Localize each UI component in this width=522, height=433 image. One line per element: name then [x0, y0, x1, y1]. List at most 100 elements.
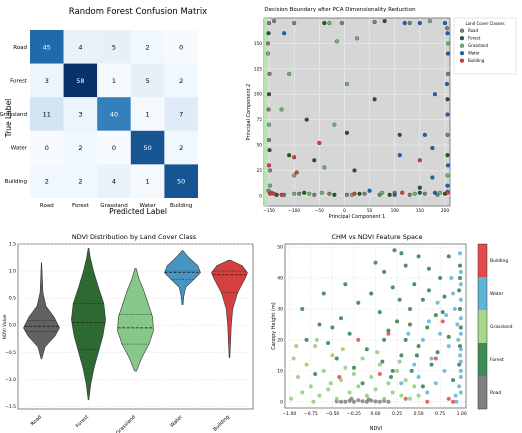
- chm-point-road: [349, 396, 354, 401]
- pca-point-road: [312, 192, 317, 197]
- chm-point-grassland: [377, 362, 382, 367]
- pca-point-water: [444, 82, 450, 87]
- pca-point-road: [266, 137, 272, 142]
- confusion-matrix-panel: Random Forest Confusion Matrix 45 4 5 2 03 58…: [0, 7, 207, 216]
- pca-point-forest: [382, 18, 387, 24]
- violin-y-tick-label: −0.5: [5, 350, 16, 356]
- chm-point-grassland: [334, 396, 339, 401]
- violin-body-forest: [71, 248, 106, 401]
- chm-point-forest: [321, 291, 326, 296]
- pca-point-road: [407, 192, 412, 197]
- cm-cell: [130, 97, 165, 131]
- chm-colorbar-frame: [477, 243, 488, 410]
- chm-point-forest: [426, 266, 431, 271]
- violin-y-tick-labels: −1.5 −1.0 −0.5 0.0 0.5 1.0 1.5: [5, 242, 16, 410]
- pca-point-grassland: [344, 82, 349, 87]
- pca-point-forest: [322, 21, 327, 26]
- chm-point-forest: [414, 353, 419, 358]
- pca-point-road: [267, 168, 273, 173]
- chm-point-water: [455, 322, 460, 327]
- chm-point-water: [412, 362, 417, 367]
- pca-legend-marker: [459, 43, 465, 48]
- pca-legend-box: [453, 17, 517, 75]
- chm-point-grassland: [328, 381, 333, 386]
- chm-point-building: [386, 331, 391, 336]
- chm-x-axis-label: NDVI: [370, 426, 382, 432]
- chm-point-water: [457, 251, 462, 256]
- violin-y-tick-label: 0.0: [9, 323, 16, 329]
- chm-point-forest: [412, 282, 417, 287]
- chm-point-forest: [382, 269, 387, 274]
- pca-point-forest: [344, 130, 349, 135]
- chm-point-forest: [407, 322, 412, 327]
- chm-point-water: [458, 375, 463, 380]
- pca-point-building: [266, 163, 272, 168]
- chm-point-grassland: [326, 387, 331, 392]
- chm-point-forest: [373, 260, 378, 265]
- cm-cell-value: 1: [146, 178, 150, 186]
- chm-point-forest: [442, 294, 447, 299]
- pca-legend-label: Building: [468, 58, 485, 63]
- pca-point-water: [445, 31, 450, 36]
- pca-legend-title: Land Cover Classes: [465, 21, 504, 26]
- pca-y-tick-label: 150: [254, 41, 262, 47]
- chm-point-building: [377, 371, 382, 376]
- chm-point-forest: [317, 322, 322, 327]
- chm-point-forest: [339, 316, 344, 321]
- cm-cell-value: 0: [179, 43, 183, 51]
- chm-point-water: [458, 347, 463, 352]
- cm-cell-value: 2: [179, 144, 183, 152]
- chm-point-forest: [435, 350, 440, 355]
- pca-point-water: [430, 146, 435, 151]
- pca-point-road: [266, 107, 271, 112]
- ndvi-violin-panel: NDVI Distribution by Land Cover Class Ro…: [2, 233, 254, 433]
- violin-y-tick-label: −1.5: [5, 404, 16, 410]
- pca-point-grassland: [279, 107, 284, 112]
- pca-point-forest: [417, 190, 422, 195]
- pca-point-road: [265, 41, 271, 46]
- chm-point-grassland: [311, 399, 316, 404]
- cm-cell: [164, 130, 198, 165]
- chm-point-building: [337, 375, 342, 380]
- chm-point-forest: [304, 337, 309, 342]
- chm-point-forest: [356, 300, 361, 305]
- chm-point-grassland: [395, 368, 400, 373]
- chm-point-forest: [420, 384, 425, 389]
- pca-point-forest: [266, 31, 271, 36]
- pca-y-tick-label: 0: [259, 193, 262, 199]
- chm-point-water: [444, 313, 449, 318]
- chm-point-grassland: [390, 390, 395, 395]
- chm-point-road: [339, 399, 344, 404]
- pca-point-road: [267, 71, 272, 76]
- pca-point-building: [267, 191, 273, 196]
- pca-point-road: [339, 21, 344, 26]
- cm-cell: [63, 63, 98, 98]
- pca-y-tick-label: 125: [254, 66, 262, 72]
- violin-x-tick-label: Grassland: [115, 414, 137, 433]
- cm-cell: [97, 97, 131, 131]
- pca-point-building: [417, 158, 422, 163]
- chm-point-building: [356, 337, 361, 342]
- chm-point-grassland: [382, 396, 387, 401]
- pca-point-road: [327, 191, 332, 196]
- cm-cell-value: 45: [43, 43, 51, 51]
- chm-point-grassland: [347, 390, 352, 395]
- pca-legend-marker: [459, 58, 465, 63]
- pca-point-forest: [304, 117, 309, 122]
- chm-point-forest: [377, 310, 382, 315]
- chm-point-building: [440, 319, 445, 324]
- cm-cell: [63, 30, 98, 64]
- cm-cell-value: 2: [45, 178, 49, 186]
- pca-point-road: [266, 21, 272, 26]
- chm-point-grassland: [412, 384, 417, 389]
- cm-cell-value: 3: [45, 77, 49, 85]
- pca-left-strip: [264, 18, 268, 206]
- pca-x-tick-label: 200: [441, 208, 449, 214]
- chm-grid: [285, 244, 466, 408]
- chm-point-water: [454, 399, 459, 404]
- pca-point-building: [272, 191, 277, 196]
- violin-x-tick-label: Building: [212, 414, 231, 433]
- chm-point-forest: [395, 319, 400, 324]
- chm-point-grassland: [407, 396, 412, 401]
- pca-x-tick-label: 100: [391, 208, 399, 214]
